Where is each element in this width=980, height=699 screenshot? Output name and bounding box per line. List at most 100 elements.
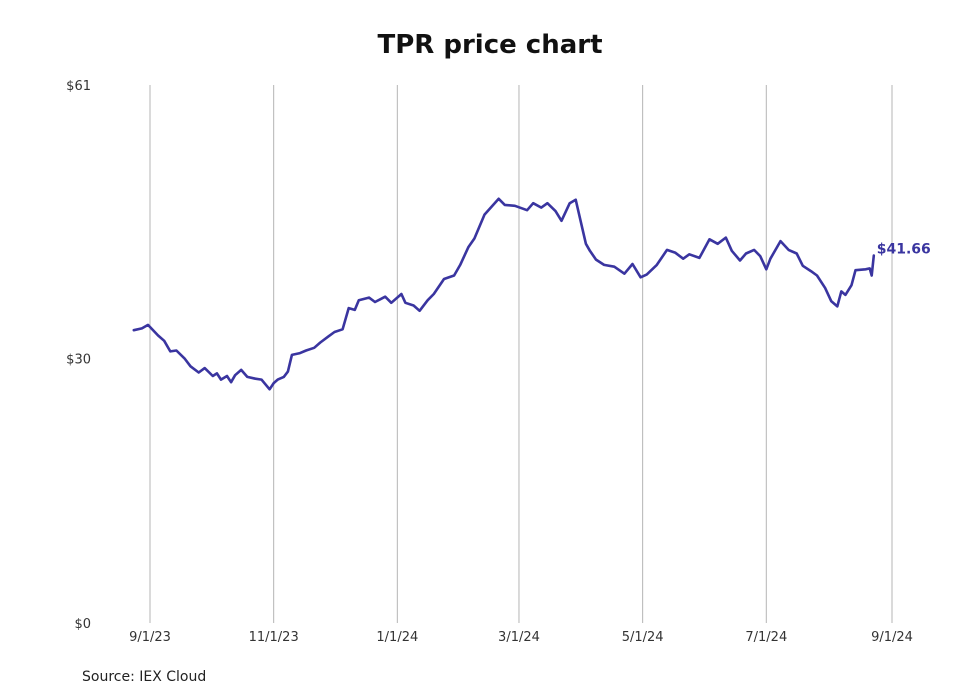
price-point	[646, 273, 648, 275]
y-tick-label: $0	[74, 617, 91, 632]
price-point	[483, 213, 485, 215]
price-point	[212, 375, 214, 377]
y-tick-label: $30	[66, 352, 91, 367]
price-point	[198, 371, 200, 373]
price-point	[753, 249, 755, 251]
x-tick-label: 5/1/24	[622, 630, 664, 645]
price-point	[268, 388, 270, 390]
price-point	[189, 365, 191, 367]
price-point	[526, 209, 528, 211]
price-point	[666, 249, 668, 251]
price-line	[132, 197, 876, 391]
price-point	[830, 300, 832, 302]
price-point	[287, 370, 289, 372]
price-point	[354, 309, 356, 311]
price-point	[473, 237, 475, 239]
price-point	[333, 331, 335, 333]
price-point	[240, 369, 242, 371]
price-point	[141, 327, 143, 329]
price-point	[569, 202, 571, 204]
price-point	[769, 258, 771, 260]
price-point	[871, 274, 873, 276]
price-point	[348, 307, 350, 309]
price-point	[603, 264, 605, 266]
price-point	[725, 236, 727, 238]
price-point	[698, 257, 700, 259]
price-point	[175, 349, 177, 351]
x-tick-label: 7/1/24	[745, 630, 787, 645]
price-point	[816, 274, 818, 276]
price-series	[132, 197, 876, 391]
price-point	[765, 268, 767, 270]
price-point	[169, 350, 171, 352]
price-point	[433, 293, 435, 295]
gridlines	[149, 85, 893, 623]
price-point	[230, 381, 232, 383]
price-point	[623, 273, 625, 275]
price-point	[787, 249, 789, 251]
price-point	[802, 265, 804, 267]
price-point	[589, 250, 591, 252]
price-point	[844, 294, 846, 296]
price-point	[514, 205, 516, 207]
price-point	[824, 287, 826, 289]
price-point	[779, 240, 781, 242]
price-point	[384, 296, 386, 298]
price-point	[639, 276, 641, 278]
price-point	[246, 376, 248, 378]
price-point	[163, 340, 165, 342]
price-point	[283, 376, 285, 378]
price-point	[745, 252, 747, 254]
axis-labels: 9/1/23 11/1/23 1/1/24 3/1/24 5/1/24 7/1/24 9/1…	[66, 79, 931, 645]
x-tick-label: 1/1/24	[376, 630, 418, 645]
last-price-label: $41.66	[877, 242, 931, 258]
price-point	[796, 252, 798, 254]
price-point	[708, 238, 710, 240]
price-point	[585, 243, 587, 245]
price-point	[299, 352, 301, 354]
price-point	[260, 378, 262, 380]
price-point	[532, 202, 534, 204]
price-point	[467, 246, 469, 248]
price-point	[631, 263, 633, 265]
price-point	[313, 347, 315, 349]
price-point	[234, 374, 236, 376]
price-point	[554, 210, 556, 212]
price-point	[656, 264, 658, 266]
price-point	[418, 310, 420, 312]
price-point	[546, 202, 548, 204]
price-point	[504, 204, 506, 206]
price-point	[850, 284, 852, 286]
price-point	[739, 259, 741, 261]
x-tick-label: 3/1/24	[498, 630, 540, 645]
price-point	[443, 278, 445, 280]
price-point	[498, 198, 500, 200]
x-tick-label: 9/1/23	[129, 630, 171, 645]
price-point	[273, 382, 275, 384]
price-point	[358, 299, 360, 301]
price-point	[682, 258, 684, 260]
price-point	[613, 266, 615, 268]
price-point	[810, 270, 812, 272]
price-point	[133, 329, 135, 331]
price-point	[374, 301, 376, 303]
price-point	[327, 335, 329, 337]
price-point	[254, 378, 256, 380]
price-point	[717, 243, 719, 245]
price-point	[864, 268, 866, 270]
price-point	[400, 293, 402, 295]
price-point	[183, 357, 185, 359]
price-point	[459, 264, 461, 266]
price-point	[873, 254, 875, 256]
price-point	[305, 349, 307, 351]
price-point	[319, 341, 321, 343]
price-point	[840, 290, 842, 292]
y-tick-label: $61	[66, 79, 91, 94]
price-point	[390, 302, 392, 304]
x-tick-label: 9/1/24	[871, 630, 913, 645]
price-point	[869, 267, 871, 269]
price-point	[291, 354, 293, 356]
source-note: Source: IEX Cloud	[82, 669, 207, 685]
price-point	[226, 375, 228, 377]
